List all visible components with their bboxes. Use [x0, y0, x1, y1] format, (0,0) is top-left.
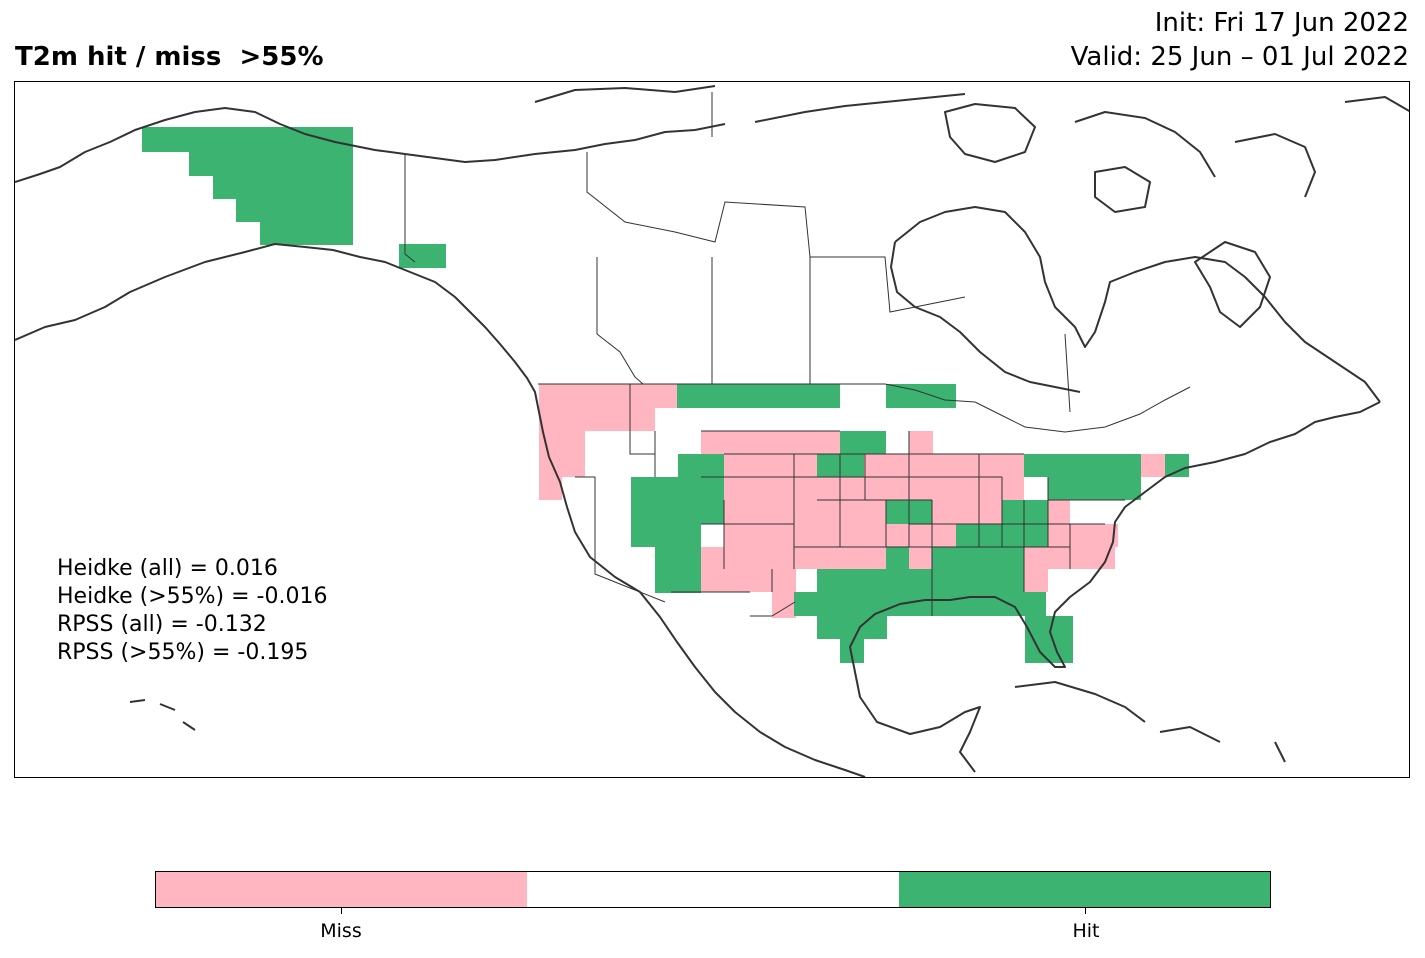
hit-cell: [1002, 500, 1048, 524]
miss-cell: [1024, 547, 1048, 592]
coastline: [15, 85, 1409, 777]
skill-scores: Heidke (all) = 0.016 Heidke (>55%) = -0.…: [57, 555, 327, 667]
hit-cell: [631, 524, 701, 547]
colorbar: [155, 871, 1271, 908]
hit-cell: [677, 384, 840, 408]
hit-cell: [817, 616, 887, 639]
colorbar-tick-miss: [341, 908, 342, 914]
colorbar-label-miss: Miss: [320, 920, 362, 942]
miss-cell: [724, 454, 1024, 477]
miss-cell: [724, 477, 1024, 500]
hit-cell: [189, 152, 353, 176]
miss-cell: [1048, 524, 1118, 547]
hit-cell: [1048, 477, 1141, 500]
hit-cell: [1025, 616, 1073, 663]
hit-cell: [678, 454, 724, 477]
hit-cell: [655, 547, 701, 593]
miss-cell: [539, 477, 562, 500]
hit-cell: [932, 547, 1024, 569]
miss-cell: [539, 408, 655, 431]
colorbar-label-hit: Hit: [1072, 920, 1100, 942]
miss-cell: [701, 569, 796, 592]
miss-cell: [539, 454, 585, 477]
miss-cell: [701, 431, 840, 454]
colorbar-hit-segment: [898, 872, 1270, 907]
hit-cell: [236, 199, 353, 222]
miss-cell: [539, 384, 677, 408]
hit-cell: [142, 127, 353, 152]
miss-cell: [909, 431, 933, 454]
hit-cell: [886, 384, 956, 408]
hit-cell: [840, 431, 886, 454]
heidke-all-score: Heidke (all) = 0.016: [57, 556, 278, 581]
hit-cell: [886, 547, 909, 569]
hit-cell: [213, 176, 353, 199]
chart-title: T2m hit / miss >55%: [15, 42, 324, 72]
colorbar-neutral-segment: [527, 872, 899, 907]
rpss-all-score: RPSS (all) = -0.132: [57, 612, 267, 637]
miss-cell: [979, 500, 1002, 524]
borders: [404, 92, 1191, 617]
hit-cell: [399, 244, 446, 268]
rpss-gt55-score: RPSS (>55%) = -0.195: [57, 640, 309, 665]
colorbar-miss-segment: [156, 872, 528, 907]
heidke-gt55-score: Heidke (>55%) = -0.016: [57, 584, 328, 609]
hit-cell: [817, 569, 1024, 592]
colorbar-tick-hit: [1085, 908, 1086, 914]
map-panel: [14, 81, 1410, 778]
miss-cell: [1048, 547, 1095, 569]
init-date: Init: Fri 17 Jun 2022: [1154, 8, 1409, 38]
hit-cell: [260, 222, 353, 245]
miss-cell: [539, 431, 585, 454]
hit-cell: [794, 592, 1046, 616]
map-svg: [15, 85, 1409, 777]
hit-cell: [1165, 454, 1189, 477]
hit-cell: [1024, 454, 1141, 477]
valid-date-range: Valid: 25 Jun – 01 Jul 2022: [1070, 42, 1409, 72]
hit-cell: [631, 477, 724, 524]
